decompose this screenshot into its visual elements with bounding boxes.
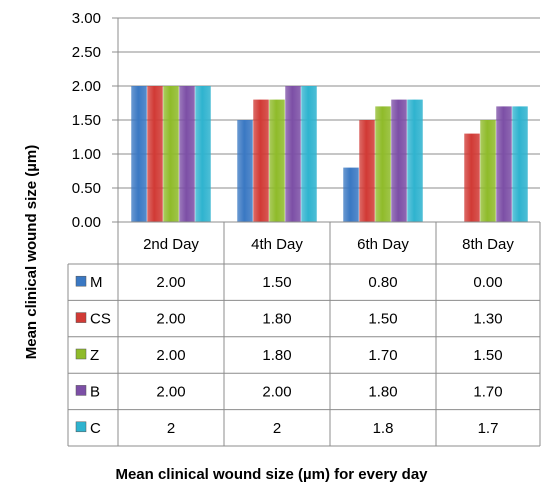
bar-c: [512, 106, 528, 222]
bar-m: [131, 86, 147, 222]
category-label: 4th Day: [251, 236, 303, 253]
bar-b: [285, 86, 301, 222]
data-label: 1.50: [368, 311, 397, 328]
legend-swatch-z: [75, 348, 87, 360]
y-tick-label: 3.00: [72, 10, 101, 27]
bar-cs: [359, 120, 375, 222]
data-label: 2.00: [156, 347, 185, 364]
data-label: 1.50: [473, 347, 502, 364]
bar-cs: [253, 99, 269, 222]
data-label: 0.80: [368, 274, 397, 291]
bar-z: [480, 120, 496, 222]
legend-label: CS: [90, 311, 111, 328]
legend-label: B: [90, 383, 100, 400]
y-axis-label: Mean clinical wound size (µm): [23, 145, 40, 360]
bars: [131, 86, 528, 222]
bar-z: [163, 86, 179, 222]
bar-z: [375, 106, 391, 222]
y-tick-label: 1.00: [72, 146, 101, 163]
legend-swatch-b: [75, 385, 87, 396]
data-label: 1.70: [368, 347, 397, 364]
data-label: 2.00: [262, 383, 291, 400]
data-label: 1.80: [262, 311, 291, 328]
y-tick-label: 2.50: [72, 44, 101, 61]
legend-swatch-m: [75, 275, 87, 287]
data-label: 2: [273, 420, 281, 437]
legend-label: C: [90, 420, 101, 437]
category-label: 2nd Day: [143, 236, 199, 253]
y-tick-label: 2.00: [72, 78, 101, 95]
y-tick-label: 0.50: [72, 180, 101, 197]
bar-cs: [147, 86, 163, 222]
legend-swatch-cs: [75, 312, 87, 323]
data-label: 1.8: [373, 420, 394, 437]
legend-label: M: [90, 274, 103, 291]
data-label: 1.70: [473, 383, 502, 400]
data-label: 1.80: [262, 347, 291, 364]
bar-b: [179, 86, 195, 222]
x-axis-label: Mean clinical wound size (µm) for every …: [115, 466, 428, 483]
bar-b: [496, 106, 512, 222]
bar-m: [343, 167, 359, 222]
bar-m: [237, 120, 253, 222]
data-label: 2: [167, 420, 175, 437]
y-tick-label: 1.50: [72, 112, 101, 129]
data-label: 1.80: [368, 383, 397, 400]
data-label: 1.7: [478, 420, 499, 437]
bar-cs: [464, 133, 480, 222]
y-axis-ticks: 0.00 0.50 1.00 1.50 2.00 2.50 3.00: [72, 10, 101, 231]
data-label: 2.00: [156, 383, 185, 400]
bar-b: [391, 99, 407, 222]
legend-swatch-c: [75, 421, 87, 433]
data-label: 1.30: [473, 311, 502, 328]
data-table: 2nd Day 4th Day 6th Day 8th Day M 2.00 1.50 0.8…: [67, 221, 541, 447]
category-label: 8th Day: [462, 236, 514, 253]
bar-c: [301, 86, 317, 222]
data-label: 2.00: [156, 311, 185, 328]
data-label: 1.50: [262, 274, 291, 291]
bar-c: [195, 86, 211, 222]
data-label: 2.00: [156, 274, 185, 291]
legend-label: Z: [90, 347, 99, 364]
data-label: 0.00: [473, 274, 502, 291]
category-label: 6th Day: [357, 236, 409, 253]
bar-z: [269, 99, 285, 222]
bar-c: [407, 99, 423, 222]
y-tick-label: 0.00: [72, 214, 101, 231]
